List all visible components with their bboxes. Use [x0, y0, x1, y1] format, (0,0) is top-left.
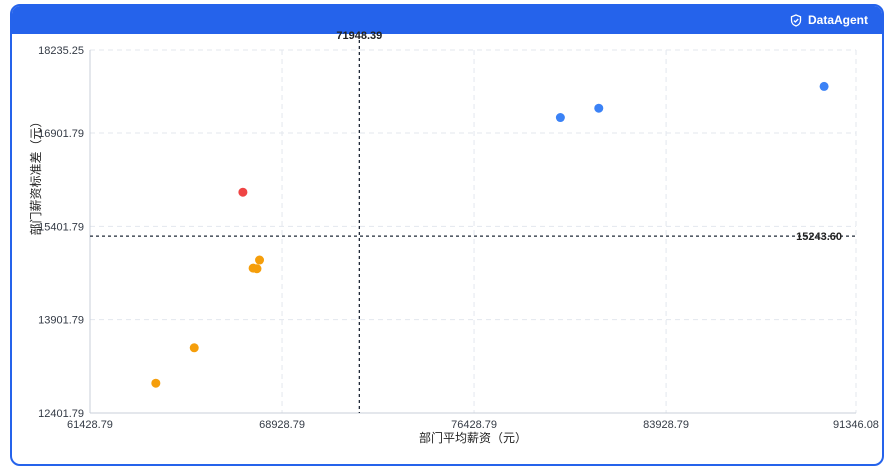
y-tick-label: 13901.79	[38, 315, 84, 327]
tick-labels: 61428.79 68928.79 76428.79 83928.79 91346.08…	[38, 45, 879, 431]
data-point	[189, 343, 199, 353]
data-point	[819, 81, 829, 91]
shield-check-icon	[790, 13, 802, 27]
data-point	[252, 264, 262, 274]
x-tick-label: 61428.79	[67, 419, 113, 431]
y-tick-label: 16901.79	[38, 128, 84, 140]
x-reference-label: 71948.39	[336, 30, 382, 42]
top-bar: DataAgent	[12, 6, 882, 34]
brand-name: DataAgent	[807, 13, 868, 27]
x-axis-title: 部门平均薪资（元）	[419, 430, 527, 445]
y-reference-label: 15243.60	[796, 231, 842, 243]
y-tick-label: 12401.79	[38, 408, 84, 420]
data-point	[555, 113, 565, 123]
y-axis-title: 部门薪资标准差（元）	[28, 115, 43, 235]
y-tick-label: 18235.25	[38, 45, 84, 57]
x-tick-label: 76428.79	[451, 419, 497, 431]
axes	[89, 50, 856, 414]
data-points	[151, 81, 829, 388]
data-point	[594, 103, 604, 113]
grid-lines	[90, 49, 857, 413]
data-point	[238, 187, 248, 197]
x-tick-label: 83928.79	[643, 419, 689, 431]
app-window: DataAgent	[10, 4, 884, 466]
x-tick-label: 68928.79	[259, 419, 305, 431]
brand[interactable]: DataAgent	[790, 13, 868, 27]
y-tick-label: 15401.79	[38, 221, 84, 233]
data-point	[151, 378, 161, 388]
data-point	[255, 255, 265, 265]
x-tick-label: 91346.08	[833, 419, 879, 431]
reference-lines: 71948.39 15243.60	[90, 30, 856, 413]
